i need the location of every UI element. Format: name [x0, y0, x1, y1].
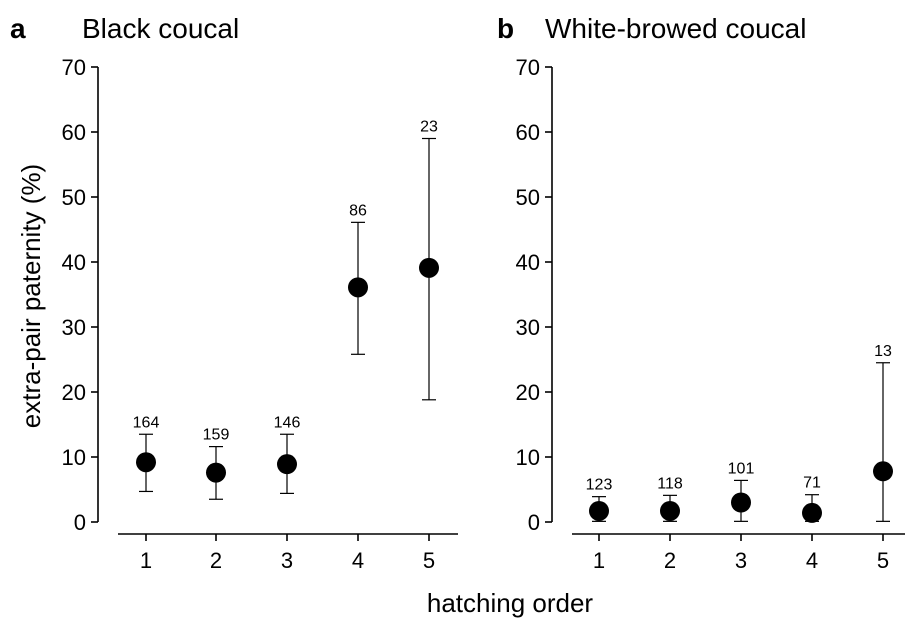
data-point: [277, 454, 297, 475]
data-point: [802, 502, 822, 523]
y-tick-label: 70: [516, 55, 540, 80]
sample-size-label: 101: [728, 460, 755, 477]
y-tick-label: 0: [74, 510, 86, 535]
sample-size-label: 164: [133, 414, 160, 431]
y-tick-label: 40: [62, 250, 86, 275]
y-tick-label: 50: [516, 185, 540, 210]
x-tick-label: 1: [140, 548, 152, 573]
y-tick-label: 60: [516, 120, 540, 145]
panel-letter: a: [10, 13, 26, 44]
panel-title: Black coucal: [82, 13, 239, 44]
data-point: [136, 452, 156, 473]
x-tick-label: 4: [806, 548, 818, 573]
y-tick-label: 70: [62, 55, 86, 80]
data-point: [419, 257, 439, 278]
y-tick-label: 40: [516, 250, 540, 275]
x-tick-label: 5: [423, 548, 435, 573]
x-tick-label: 5: [877, 548, 889, 573]
y-tick-label: 0: [528, 510, 540, 535]
sample-size-label: 159: [203, 427, 230, 444]
x-axis-title: hatching order: [427, 588, 594, 618]
y-tick-label: 30: [516, 315, 540, 340]
data-point: [731, 492, 751, 513]
panel-title: White-browed coucal: [545, 13, 806, 44]
y-tick-label: 60: [62, 120, 86, 145]
sample-size-label: 123: [586, 477, 613, 494]
panel-letter: b: [497, 13, 514, 44]
y-tick-label: 30: [62, 315, 86, 340]
x-tick-label: 1: [593, 548, 605, 573]
data-point: [873, 461, 893, 482]
sample-size-label: 71: [803, 475, 821, 492]
y-tick-label: 20: [62, 380, 86, 405]
x-tick-label: 3: [735, 548, 747, 573]
x-tick-label: 2: [210, 548, 222, 573]
sample-size-label: 23: [420, 119, 438, 136]
sample-size-label: 146: [274, 414, 301, 431]
data-point: [206, 462, 226, 483]
x-tick-label: 4: [352, 548, 364, 573]
y-tick-label: 20: [516, 380, 540, 405]
sample-size-label: 13: [874, 343, 892, 360]
data-point: [348, 277, 368, 298]
y-tick-label: 10: [516, 445, 540, 470]
data-point: [660, 500, 680, 521]
y-axis-title: extra-pair paternity (%): [16, 164, 46, 428]
y-tick-label: 10: [62, 445, 86, 470]
sample-size-label: 86: [349, 202, 367, 219]
y-tick-label: 50: [62, 185, 86, 210]
sample-size-label: 118: [657, 475, 683, 492]
x-tick-label: 3: [281, 548, 293, 573]
data-point: [589, 500, 609, 521]
x-tick-label: 2: [664, 548, 676, 573]
